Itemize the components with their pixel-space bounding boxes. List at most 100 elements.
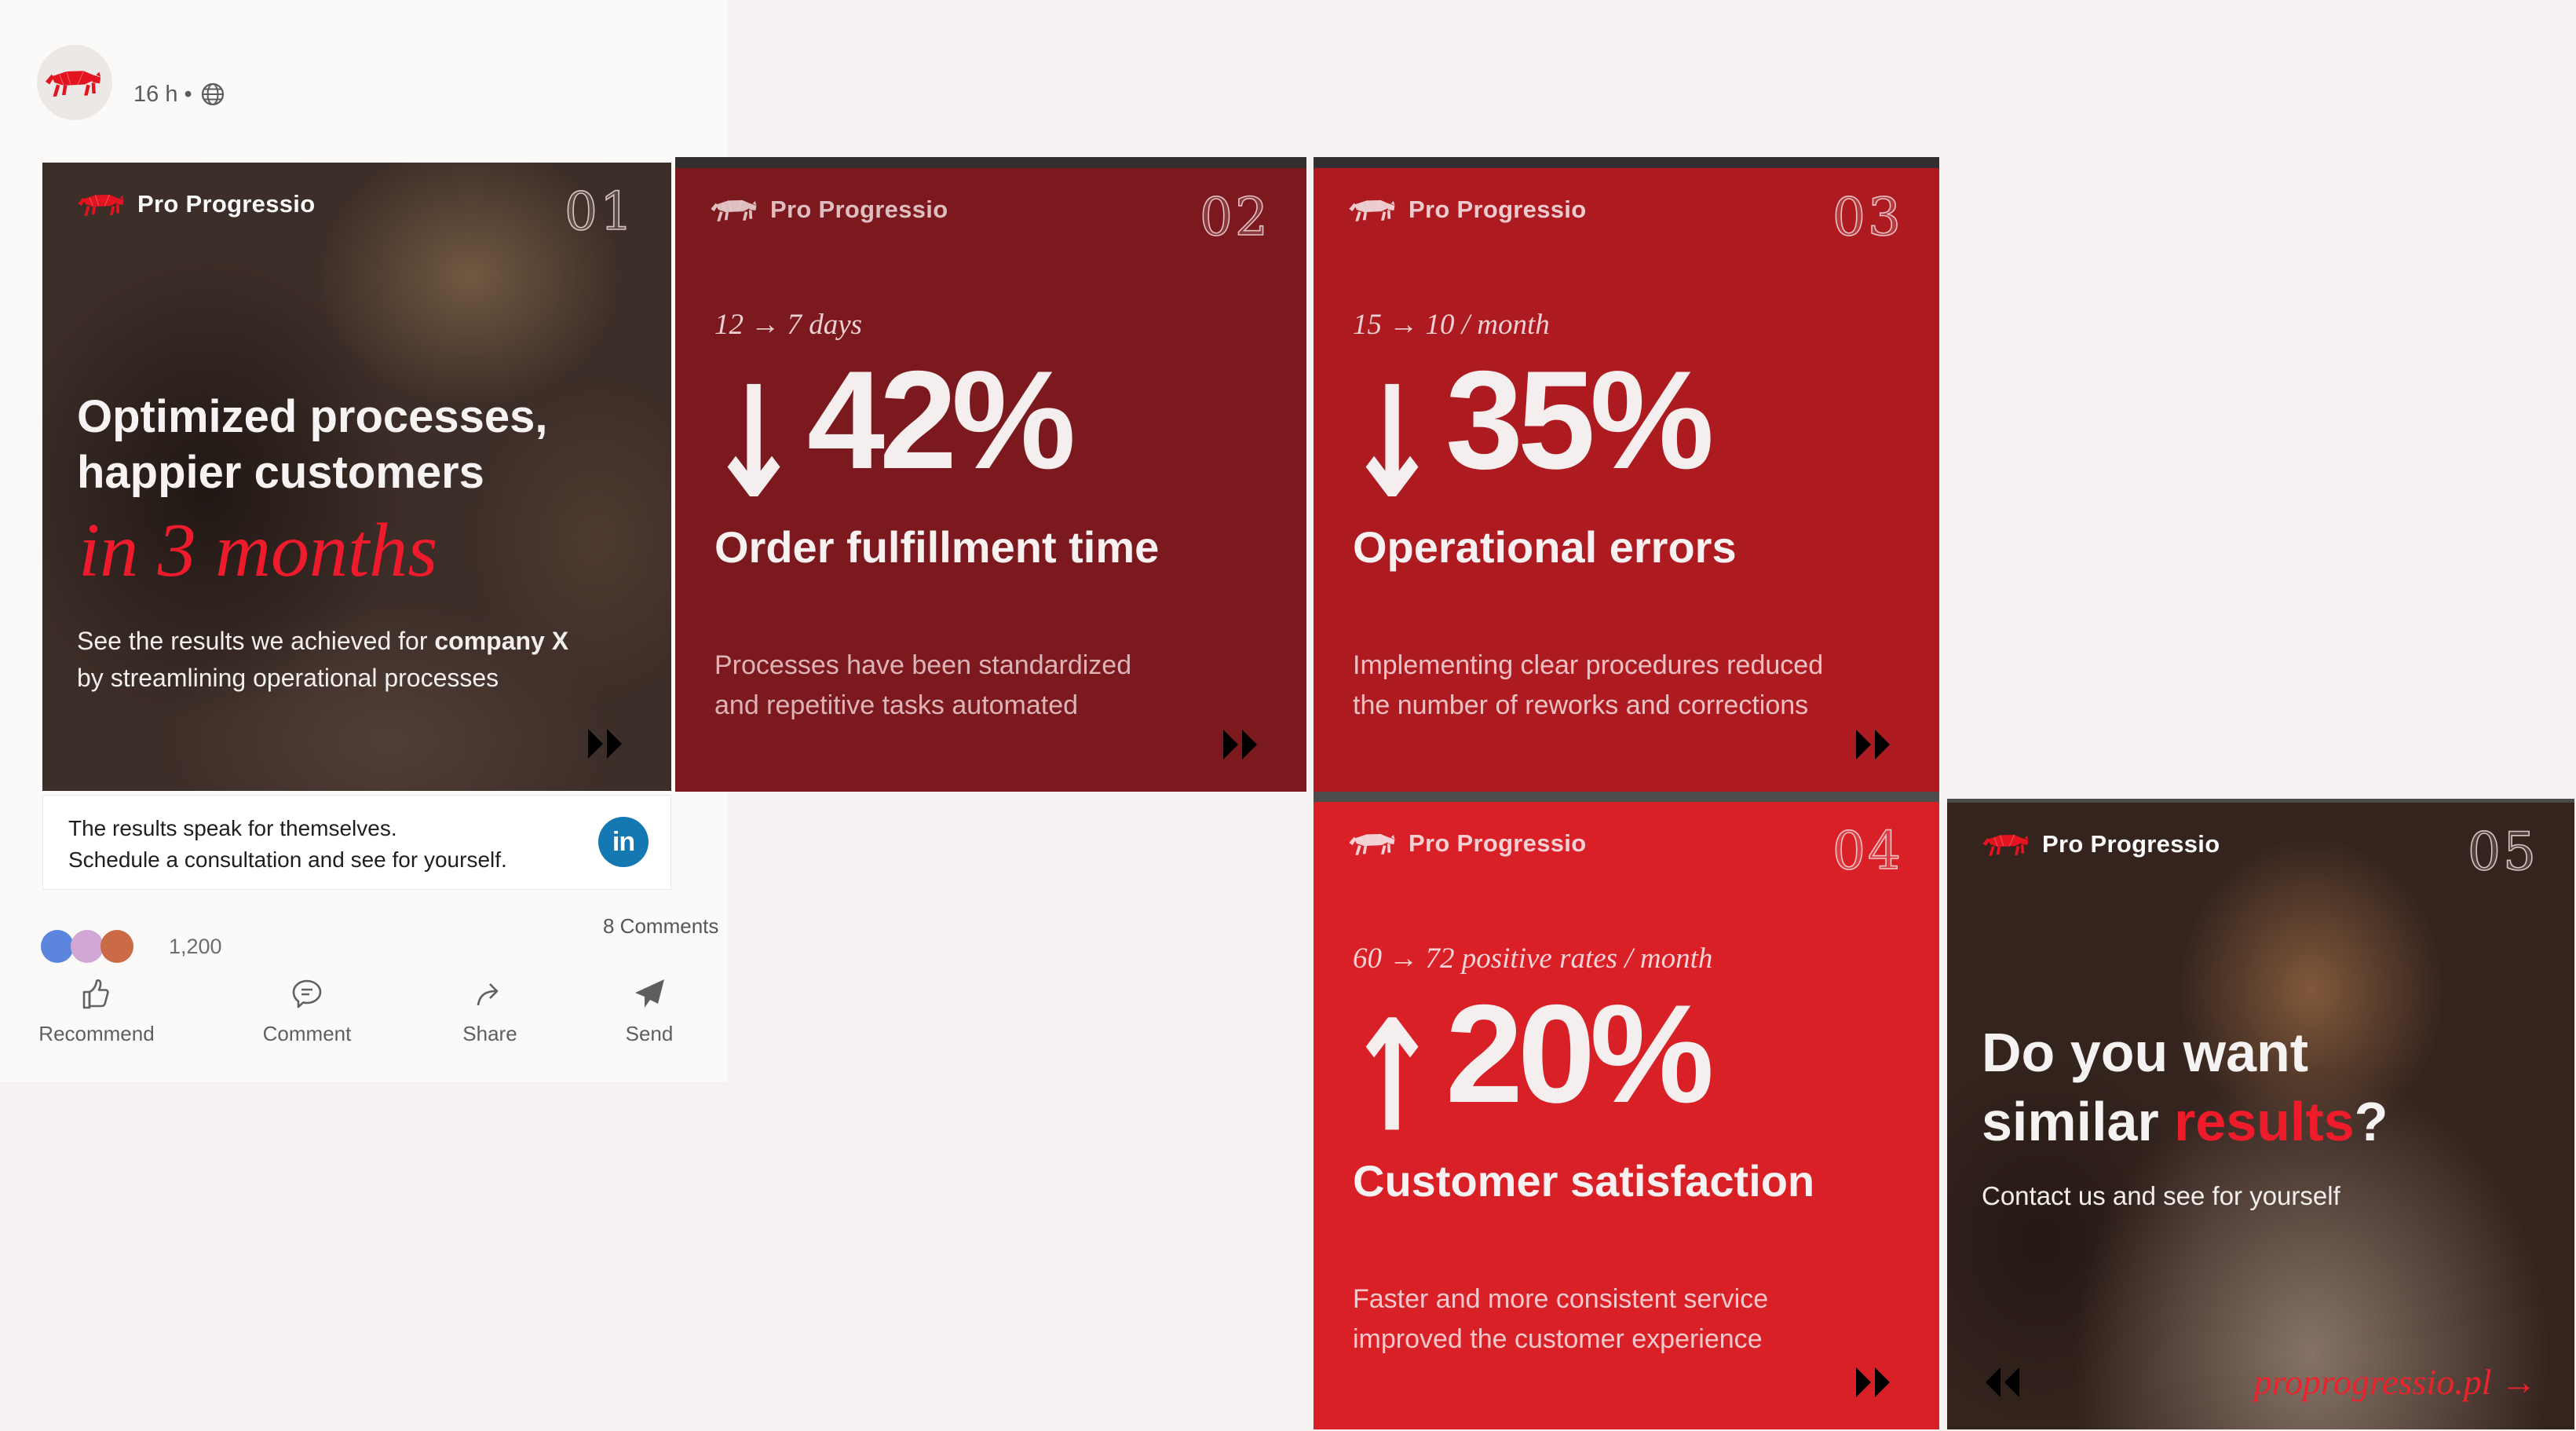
next-slide-icon[interactable] <box>1851 1363 1898 1401</box>
thumbs-up-icon <box>82 979 109 1009</box>
linkedin-glyph: in <box>612 826 635 857</box>
tiger-logo-icon <box>1348 195 1398 225</box>
linkedin-icon[interactable]: in <box>598 817 649 867</box>
brand-logo: Pro Progressio <box>1348 195 1586 225</box>
headline-accent: results <box>2174 1091 2355 1152</box>
brand-logo: Pro Progressio <box>77 189 315 219</box>
brand-logo: Pro Progressio <box>1982 829 2220 859</box>
brand-name: Pro Progressio <box>137 190 316 218</box>
body-line-1: Faster and more consistent service <box>1353 1284 1769 1314</box>
reactions-count[interactable]: 1,200 <box>169 935 222 958</box>
comment-icon <box>292 979 322 1008</box>
brand-name: Pro Progressio <box>1409 829 1587 857</box>
carousel-slide-1[interactable]: Pro Progressio 01 Optimized processes, h… <box>42 163 671 791</box>
next-slide-icon[interactable] <box>583 725 630 763</box>
recommend-label: Recommend <box>38 1022 155 1045</box>
brand-name: Pro Progressio <box>770 196 948 223</box>
celebrate-reaction-icon <box>71 930 104 963</box>
slide-number: 02 <box>1199 186 1270 248</box>
headline-line-1: Do you want <box>1982 1022 2309 1083</box>
tiger-logo-icon <box>710 195 760 225</box>
slide-body: Implementing clear procedures reduced th… <box>1353 646 1823 726</box>
tiger-logo-icon <box>1348 829 1398 858</box>
metric-value: 35% <box>1445 342 1714 498</box>
metric-value: 20% <box>1445 975 1714 1132</box>
send-label: Send <box>625 1022 674 1045</box>
slide3-top-edge <box>1314 157 1939 168</box>
website-link[interactable]: proprogressio.pl → <box>2253 1362 2537 1402</box>
arrow-down-icon: ↓ <box>1343 353 1441 533</box>
share-label: Share <box>462 1022 517 1045</box>
slide-title: Order fulfillment time <box>714 522 1160 572</box>
slide5-headline: Do you want similar results? <box>1982 1018 2388 1156</box>
avatar[interactable] <box>37 45 112 120</box>
slide-number: 05 <box>2467 821 2538 883</box>
slide-number: 01 <box>564 181 635 243</box>
tiger-logo-icon <box>44 64 105 101</box>
carousel-slide-3[interactable]: Pro Progressio 03 15 → 10 / month ↓ 35% … <box>1314 168 1939 792</box>
slide-number: 04 <box>1832 820 1903 882</box>
body-line-1: Processes have been standardized <box>714 650 1132 680</box>
subtext-line-1: See the results we achieved for company … <box>77 627 569 655</box>
brand-name: Pro Progressio <box>2042 830 2220 858</box>
arrow-up-icon: ↑ <box>1343 987 1441 1166</box>
slide-number: 03 <box>1832 186 1903 248</box>
send-icon <box>635 979 664 1008</box>
slide-title: Customer satisfaction <box>1353 1156 1815 1206</box>
share-button[interactable]: Share <box>419 975 561 1046</box>
body-line-2: and repetitive tasks automated <box>714 690 1079 720</box>
slide-title: Operational errors <box>1353 522 1737 572</box>
metric-eyebrow: 12 → 7 days <box>714 309 863 341</box>
metric-eyebrow: 15 → 10 / month <box>1353 309 1550 341</box>
share-icon <box>477 983 499 1006</box>
subtext-line-2: by streamlining operational processes <box>77 664 499 692</box>
reaction-icons[interactable] <box>41 930 133 963</box>
headline-line-2: happier customers <box>77 447 484 498</box>
slide4-top-edge <box>1314 792 1939 802</box>
comments-count[interactable]: 8 Comments <box>603 914 719 938</box>
body-line-1: Implementing clear procedures reduced <box>1353 650 1824 680</box>
brand-logo: Pro Progressio <box>710 195 948 225</box>
post-caption-box: The results speak for themselves. Schedu… <box>42 795 671 890</box>
comment-button[interactable]: Comment <box>236 975 378 1046</box>
post-caption: The results speak for themselves. Schedu… <box>68 813 507 876</box>
headline-line-1: Optimized processes, <box>77 391 548 442</box>
metric: ↓ 42% <box>705 342 1076 520</box>
brand-logo: Pro Progressio <box>1348 829 1586 858</box>
recommend-button[interactable]: Recommend <box>26 975 167 1046</box>
like-reaction-icon <box>41 930 74 963</box>
previous-slide-icon[interactable] <box>1977 1363 2024 1401</box>
slide1-headline: Optimized processes, happier customers <box>77 389 548 500</box>
next-slide-icon[interactable] <box>1851 726 1898 763</box>
carousel-slide-5[interactable]: Pro Progressio 05 Do you want similar re… <box>1947 799 2574 1429</box>
love-reaction-icon <box>100 930 133 963</box>
slide2-top-edge <box>675 157 1306 168</box>
slide-body: Processes have been standardized and rep… <box>714 646 1131 726</box>
brand-name: Pro Progressio <box>1409 196 1587 223</box>
subtext-bold: company X <box>434 627 569 655</box>
arrow-down-icon: ↓ <box>705 353 803 533</box>
post-timestamp: 16 h • <box>133 79 225 110</box>
caption-line-2: Schedule a consultation and see for your… <box>68 847 507 872</box>
timestamp-text: 16 h • <box>133 81 192 107</box>
slide1-accent: in 3 months <box>79 508 438 593</box>
slide1-subtext: See the results we achieved for company … <box>77 623 568 697</box>
metric: ↓ 35% <box>1343 342 1714 520</box>
carousel-slide-2[interactable]: Pro Progressio 02 12 → 7 days ↓ 42% Orde… <box>675 168 1306 792</box>
body-line-2: improved the customer experience <box>1353 1324 1763 1354</box>
caption-line-1: The results speak for themselves. <box>68 816 397 840</box>
slide-body: Faster and more consistent service impro… <box>1353 1279 1768 1360</box>
metric-eyebrow: 60 → 72 positive rates / month <box>1353 942 1713 975</box>
slide5-subtext: Contact us and see for yourself <box>1982 1181 2340 1210</box>
next-slide-icon[interactable] <box>1219 726 1266 763</box>
metric-value: 42% <box>807 342 1076 498</box>
tiger-logo-icon <box>1982 829 2032 859</box>
metric: ↑ 20% <box>1343 975 1714 1154</box>
globe-icon <box>201 82 224 106</box>
tiger-logo-icon <box>77 189 127 219</box>
carousel-slide-4[interactable]: Pro Progressio 04 60 → 72 positive rates… <box>1314 802 1939 1429</box>
body-line-2: the number of reworks and corrections <box>1353 690 1809 720</box>
send-button[interactable]: Send <box>579 975 720 1046</box>
comment-label: Comment <box>262 1022 352 1045</box>
